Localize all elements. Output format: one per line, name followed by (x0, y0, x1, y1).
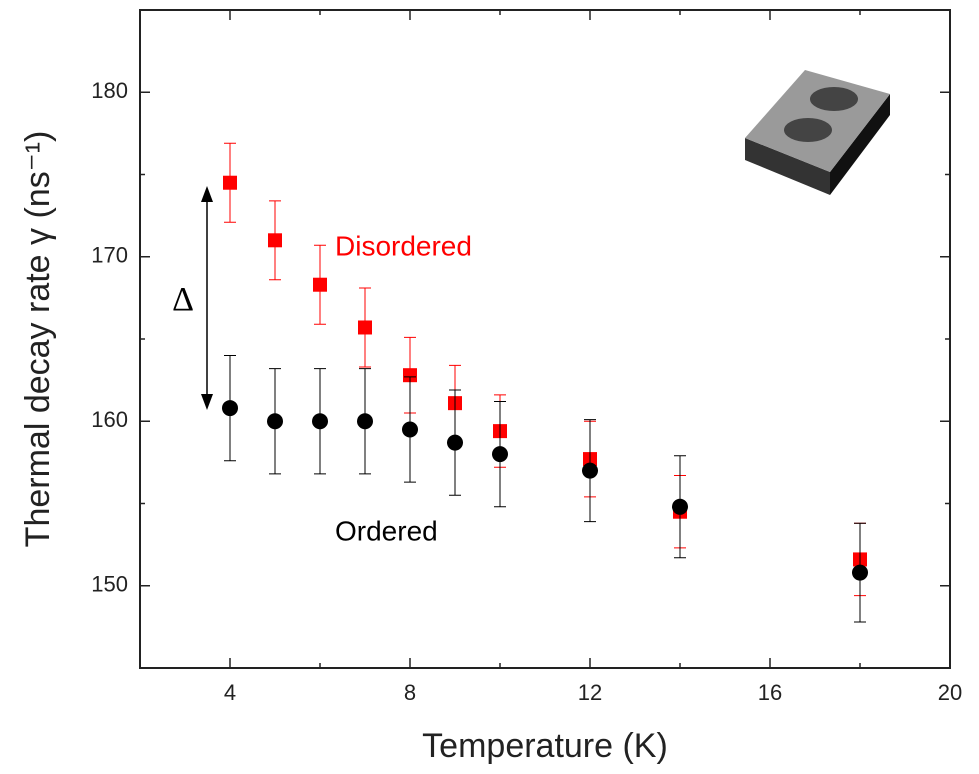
point (492, 446, 508, 463)
x-tick-label: 16 (758, 680, 782, 705)
y-tick-label: 180 (91, 78, 128, 103)
series-label: Ordered (335, 515, 438, 546)
point (447, 434, 463, 451)
point (672, 498, 688, 515)
point (403, 368, 417, 383)
x-tick-label: 20 (938, 680, 962, 705)
y-tick-label: 160 (91, 407, 128, 432)
y-axis-label: Thermal decay rate γ (ns⁻¹) (19, 131, 57, 548)
delta-annotation: Δ (172, 281, 194, 318)
point (357, 413, 373, 430)
series-label: Disordered (335, 230, 472, 261)
point (312, 413, 328, 430)
x-tick-label: 4 (224, 680, 236, 705)
point (223, 175, 237, 190)
y-tick-label: 170 (91, 243, 128, 268)
point (582, 462, 598, 479)
point (852, 564, 868, 581)
point (313, 277, 327, 292)
x-tick-label: 8 (404, 680, 416, 705)
y-tick-label: 150 (91, 572, 128, 597)
waveguide-icon (745, 70, 890, 195)
point (222, 400, 238, 417)
x-tick-label: 12 (578, 680, 602, 705)
point (402, 421, 418, 438)
point (358, 320, 372, 335)
point (267, 413, 283, 430)
double-arrow (201, 186, 213, 410)
x-axis-label: Temperature (K) (422, 727, 668, 765)
point (268, 233, 282, 248)
